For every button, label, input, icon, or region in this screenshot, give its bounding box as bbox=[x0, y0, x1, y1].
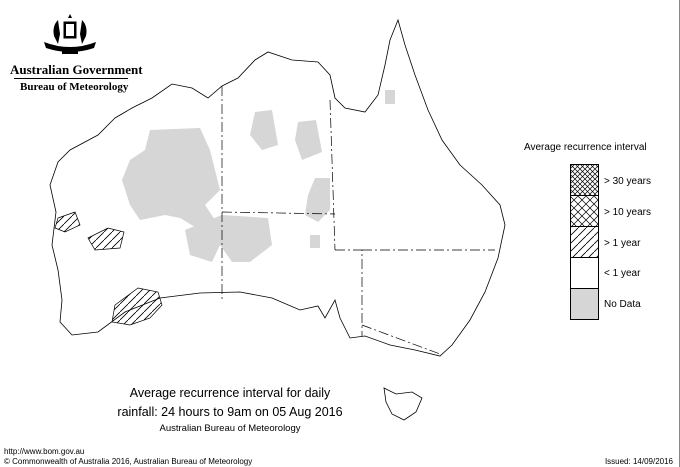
caption-source: Australian Bureau of Meteorology bbox=[159, 423, 301, 434]
copyright: © Commonwealth of Australia 2016, Austra… bbox=[4, 457, 253, 466]
website-link[interactable]: http://www.bom.gov.au bbox=[4, 447, 85, 456]
no-data-areas bbox=[122, 90, 395, 262]
legend-label: > 10 years bbox=[604, 207, 651, 218]
legend-swatch-10-years bbox=[570, 195, 599, 227]
legend-label: > 30 years bbox=[604, 176, 651, 187]
issued-date: Issued: 14/09/2016 bbox=[604, 457, 673, 466]
legend-label: No Data bbox=[604, 299, 641, 310]
tasmania-outline bbox=[383, 387, 423, 421]
state-borders bbox=[221, 86, 495, 355]
legend-label: < 1 year bbox=[604, 268, 641, 279]
legend-swatches bbox=[570, 164, 599, 320]
caption-line: Average recurrence interval for daily bbox=[129, 386, 331, 400]
legend-title: Average recurrence interval bbox=[524, 142, 647, 153]
caption-line: rainfall: 24 hours to 9am on 05 Aug 2016 bbox=[117, 405, 343, 419]
legend-label: > 1 year bbox=[604, 238, 641, 249]
coat-of-arms-logo bbox=[44, 14, 96, 54]
government-name: Australian Government bbox=[10, 62, 143, 77]
legend-swatch-1-year bbox=[570, 226, 599, 258]
legend-swatch-no-data bbox=[570, 288, 599, 320]
legend-swatch-30-years bbox=[570, 164, 599, 196]
agency-name: Bureau of Meteorology bbox=[20, 81, 129, 93]
above-1-year-areas bbox=[54, 211, 163, 326]
divider bbox=[14, 78, 128, 79]
legend-swatch-less-1-year bbox=[570, 257, 599, 289]
